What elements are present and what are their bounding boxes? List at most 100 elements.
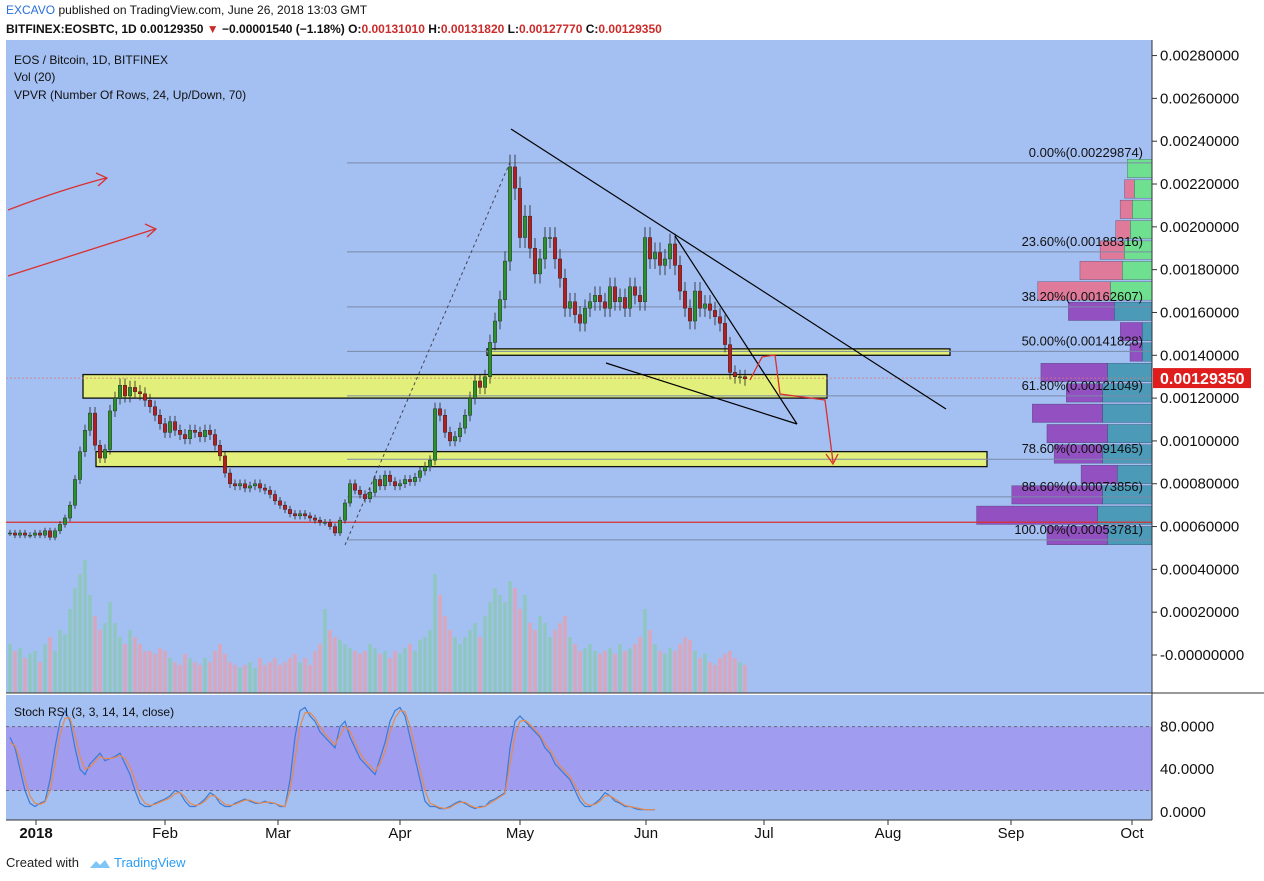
chart-title[interactable]: EOS / Bitcoin, 1D, BITFINEX: [14, 53, 169, 67]
candle-body: [593, 295, 598, 302]
symbol-label[interactable]: BITFINEX:EOSBTC, 1D: [6, 22, 137, 36]
volume-bar: [148, 651, 152, 693]
tradingview-logo[interactable]: TradingView: [89, 855, 186, 870]
vpvr-up-bar: [1122, 261, 1153, 280]
volume-bar: [193, 662, 197, 693]
volume-bar: [578, 651, 582, 693]
candle-body: [7, 532, 12, 535]
volume-bar: [378, 653, 382, 693]
volume-bar: [518, 609, 522, 693]
candle-body: [478, 380, 483, 388]
support-zone: [82, 373, 828, 399]
fib-connector: [344, 159, 512, 546]
candle-body: [247, 485, 252, 489]
candle-body: [588, 301, 593, 309]
volume-bar: [598, 653, 602, 693]
candle-body: [142, 393, 147, 401]
candle-body: [288, 509, 293, 514]
candle-body: [678, 265, 683, 292]
candle-body: [633, 286, 638, 296]
candle-body: [283, 504, 288, 510]
price-tick-label: 0.00220000: [1160, 176, 1239, 193]
volume-bar: [183, 653, 187, 693]
volume-bar: [693, 651, 697, 693]
volume-bar: [273, 658, 277, 693]
time-tick-label: Mar: [265, 825, 291, 842]
volume-legend[interactable]: Vol (20): [14, 70, 56, 84]
arrow-head-icon: [95, 172, 109, 187]
volume-bar: [443, 616, 447, 693]
price-tick-label: 0.00080000: [1160, 476, 1239, 493]
volume-bar: [698, 658, 702, 693]
candle-body: [558, 258, 563, 279]
vpvr-legend[interactable]: VPVR (Number Of Rows, 24, Up/Down, 70): [14, 88, 247, 102]
candle-body: [167, 421, 172, 433]
stoch-legend[interactable]: Stoch RSI (3, 3, 14, 14, close): [14, 705, 175, 719]
volume-bar: [108, 602, 112, 693]
candle-body: [102, 449, 107, 459]
volume-bar: [168, 658, 172, 693]
created-with-text: Created with: [6, 855, 79, 870]
main-pane[interactable]: [6, 40, 1152, 693]
candle-body: [568, 301, 573, 309]
candle-body: [348, 483, 353, 504]
volume-bar: [403, 648, 407, 693]
fib-level-label: 61.80%(0.00121049): [1022, 378, 1143, 393]
vpvr-down-bar: [1046, 424, 1108, 444]
change-text: −0.00001540 (−1.18%): [222, 22, 345, 36]
candle-body: [583, 307, 588, 324]
volume-bar: [568, 637, 572, 693]
arrow-line: [7, 228, 156, 277]
volume-bar: [223, 653, 227, 693]
volume-bar: [248, 662, 252, 693]
volume-bar: [283, 662, 287, 693]
volume-bar: [583, 648, 587, 693]
candle-body: [58, 524, 63, 532]
candle-body: [548, 237, 553, 239]
vpvr-up-bar: [1141, 342, 1153, 362]
symbol-header: BITFINEX:EOSBTC, 1D 0.00129350 ▼ −0.0000…: [6, 22, 662, 36]
volume-bar: [313, 651, 317, 693]
close-value: 0.00129350: [598, 22, 662, 36]
candle-body: [503, 260, 508, 300]
candle-body: [343, 502, 348, 521]
candle-body: [413, 477, 418, 482]
candle-body: [82, 430, 87, 452]
candle-body: [77, 451, 82, 480]
volume-bar: [28, 653, 32, 693]
vpvr-down-bar: [1115, 220, 1131, 240]
open-label: O:: [348, 22, 362, 36]
volume-bar: [438, 595, 442, 693]
volume-bar: [498, 595, 502, 693]
last-price-text: 0.00129350: [140, 22, 204, 36]
price-tick-label: 0.00020000: [1160, 604, 1239, 621]
candle-body: [358, 489, 363, 495]
candle-body: [258, 483, 263, 489]
volume-bar: [358, 653, 362, 693]
volume-bar: [543, 623, 547, 693]
candle-body: [498, 299, 503, 322]
volume-bar: [468, 630, 472, 693]
volume-bar: [743, 665, 747, 693]
volume-bar: [408, 644, 412, 693]
volume-bar: [613, 653, 617, 693]
vpvr-down-bar: [1099, 240, 1125, 260]
candle-body: [227, 472, 232, 484]
author-link[interactable]: EXCAVO: [6, 3, 56, 17]
last-price-tag[interactable]: [1153, 368, 1251, 389]
candle-body: [318, 519, 323, 523]
volume-bar: [338, 639, 342, 693]
volume-bar: [533, 630, 537, 693]
volume-bar: [483, 616, 487, 693]
publish-info: published on TradingView.com, June 26, 2…: [58, 3, 368, 17]
close-label: C:: [585, 22, 599, 36]
candle-body: [217, 445, 222, 457]
volume-bar: [203, 658, 207, 693]
volume-bar: [413, 651, 417, 693]
candle-body: [328, 522, 333, 527]
volume-bar: [98, 630, 102, 693]
candle-body: [293, 513, 298, 517]
candle-body: [428, 459, 433, 467]
vpvr-down-bar: [1124, 179, 1135, 199]
